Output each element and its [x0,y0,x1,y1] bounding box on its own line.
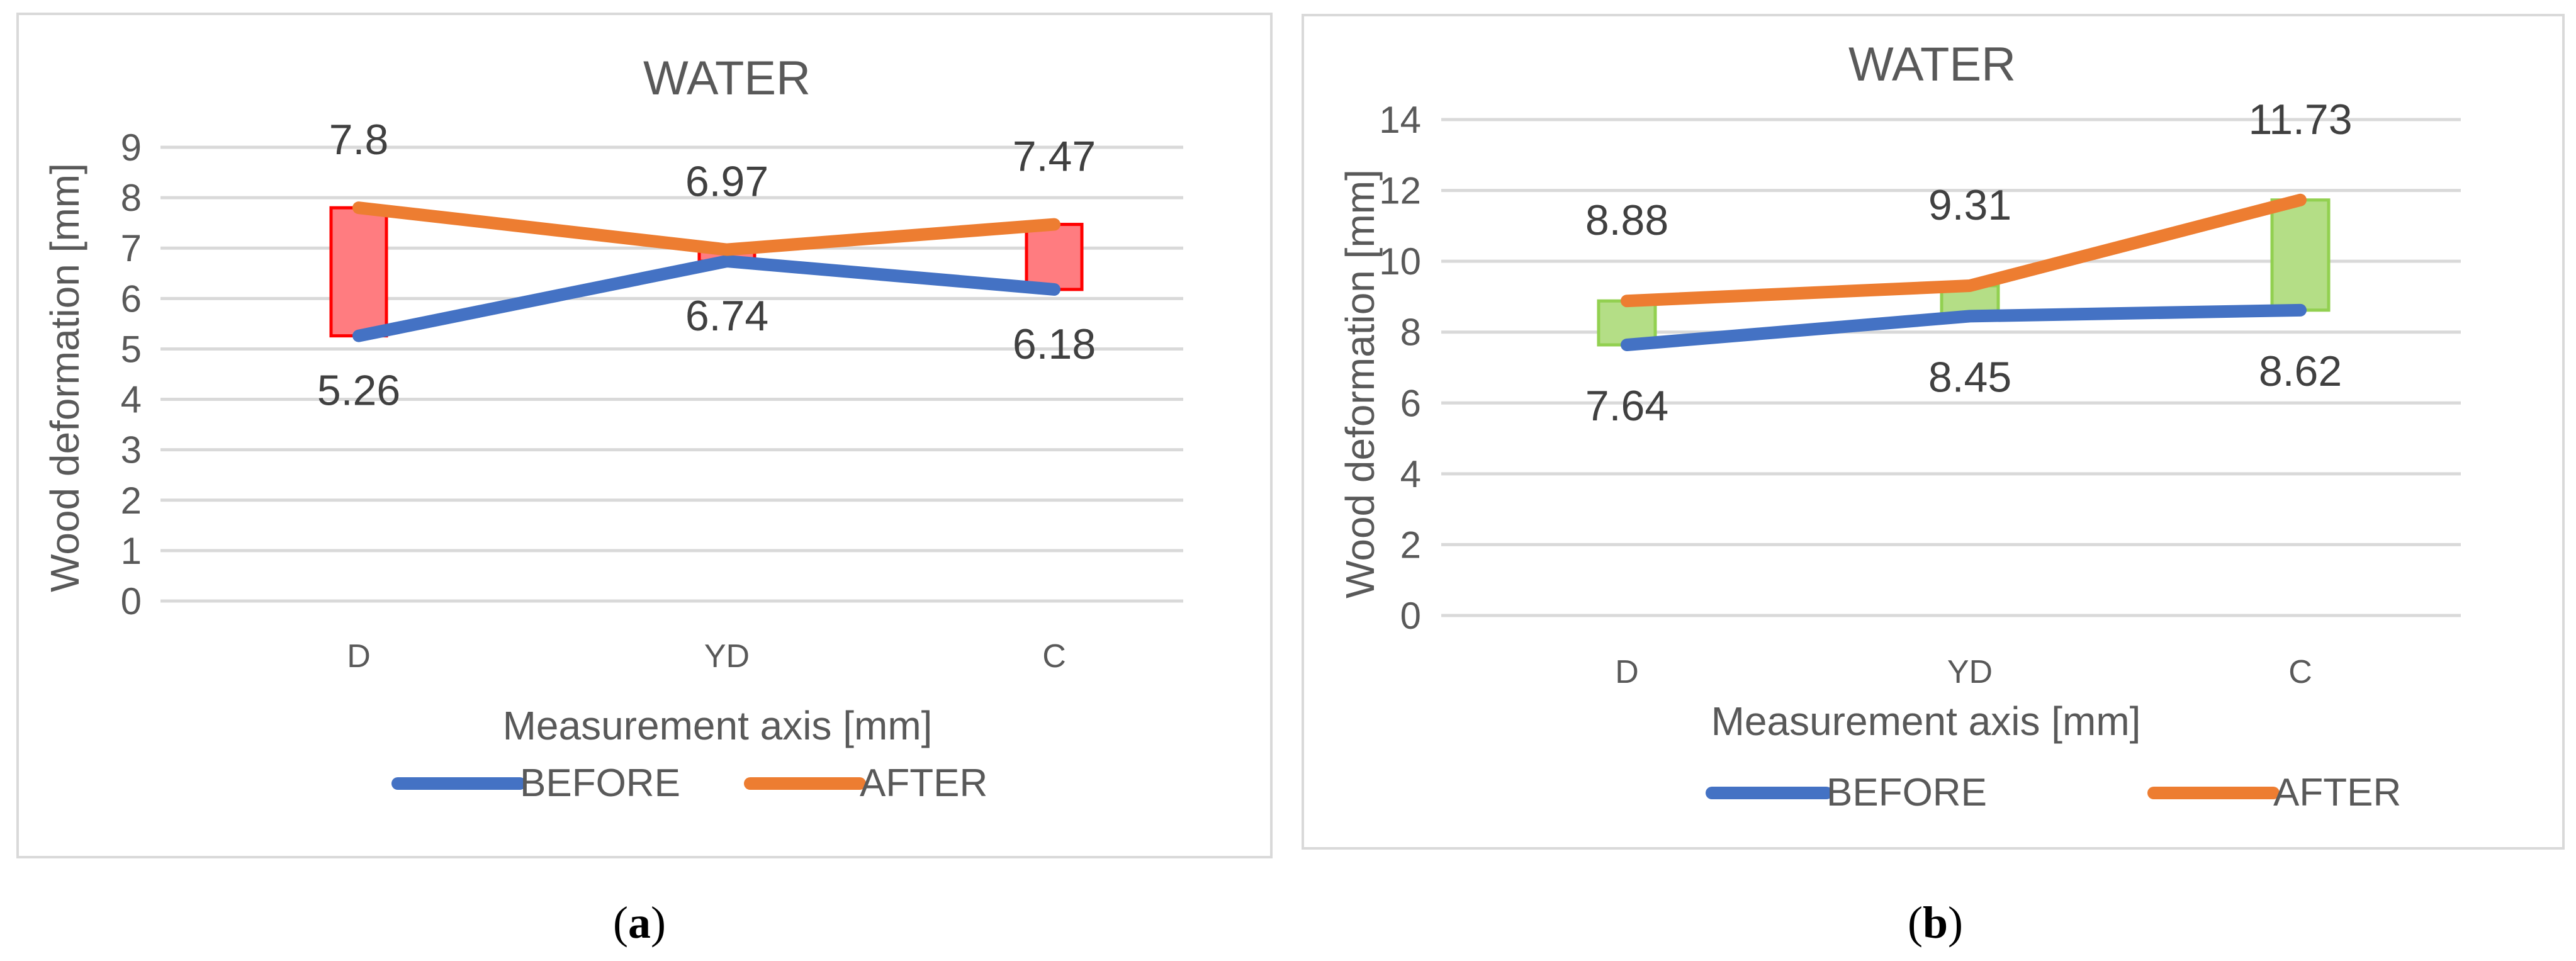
y-axis-label: Wood deformation [mm] [1337,169,1383,599]
x-tick-label: D [1615,654,1639,690]
caption-paren-open: ( [1908,897,1923,948]
y-tick-label: 10 [1379,240,1421,283]
data-label-after: 7.8 [329,116,389,164]
y-tick-label: 8 [121,177,142,219]
y-tick-label: 4 [1400,453,1421,495]
difference-box [329,206,388,338]
data-label-before: 8.62 [2259,347,2342,395]
y-tick-label: 7 [121,227,142,269]
y-tick-label: 1 [121,530,142,572]
panel-caption: (a) [613,897,666,948]
data-label-after: 11.73 [2248,96,2352,143]
y-tick-label: 5 [121,328,142,370]
data-label-after: 6.97 [685,158,768,206]
y-tick-label: 6 [121,278,142,320]
chart-frame [1302,14,2565,850]
x-tick-label: C [1042,638,1066,675]
caption-paren-open: ( [613,897,628,948]
series-line-after [1621,193,2307,308]
legend-label-after: AFTER [2273,771,2401,814]
y-tick-label: 9 [121,126,142,169]
data-label-before: 6.18 [1013,320,1096,368]
caption-paren-close: ) [651,897,666,948]
y-tick-label: 14 [1379,99,1421,141]
data-label-before: 6.74 [685,292,768,340]
y-tick-label: 2 [121,480,142,522]
y-tick-label: 3 [121,429,142,471]
panel-caption: (b) [1908,897,1963,948]
x-tick-label: C [2288,654,2312,690]
series-line-before [352,255,1060,342]
difference-box [1025,223,1084,291]
data-label-before: 8.45 [1928,353,2011,401]
y-tick-label: 8 [1400,312,1421,354]
x-tick-label: D [347,638,371,675]
legend-label-before: BEFORE [520,761,680,805]
chart-panel-b: 0 2 4 6 8 10 12 14 WATER D YD C Measurement axis [mm… [1302,14,2565,948]
y-tick-label: 12 [1379,170,1421,212]
legend-label-before: BEFORE [1826,771,1987,814]
caption-letter: b [1923,897,1948,948]
series-line-before [1621,303,2307,351]
y-tick-label: 0 [121,580,142,622]
data-label-before: 5.26 [317,367,400,415]
data-label-before: 7.64 [1585,382,1668,430]
y-axis-label: Wood deformation [mm] [42,163,87,592]
data-label-after: 7.47 [1013,133,1096,181]
chart-panel-a: 0 1 2 3 4 5 6 7 8 9 WATER D YD C Measurement axis [mm]… [16,13,1273,948]
difference-box [2270,198,2331,312]
y-tick-label: 2 [1400,524,1421,566]
chart-title: WATER [1848,38,2016,91]
x-tick-label: YD [704,638,750,675]
series-line-after [352,201,1060,256]
caption-letter: a [628,897,651,948]
chart-frame [16,13,1273,858]
legend-label-after: AFTER [860,761,987,805]
y-tick-label: 4 [121,379,142,421]
data-label-after: 8.88 [1585,196,1668,244]
y-tick-label: 6 [1400,382,1421,424]
x-axis-label: Measurement axis [mm] [1711,699,2141,744]
x-tick-label: YD [1947,654,1993,690]
y-tick-label: 0 [1400,595,1421,637]
chart-title: WATER [643,52,811,105]
caption-paren-close: ) [1948,897,1963,948]
data-label-after: 9.31 [1928,181,2011,229]
x-axis-label: Measurement axis [mm] [503,703,933,748]
